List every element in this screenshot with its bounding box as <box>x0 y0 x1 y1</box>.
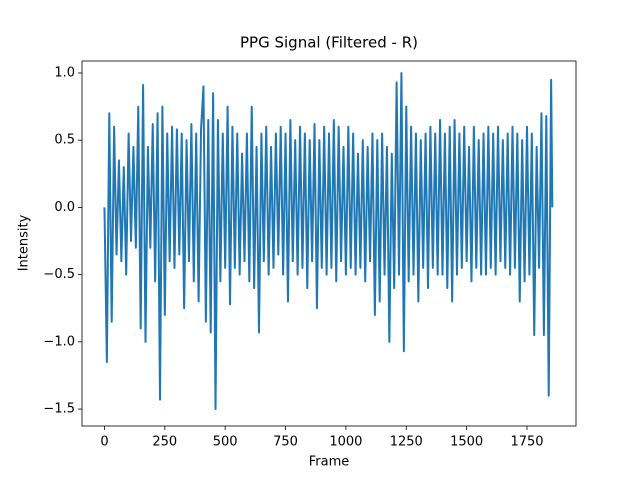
x-tick-label: 0 <box>100 435 108 450</box>
plot-frame <box>81 60 577 427</box>
x-tick-label: 500 <box>213 435 238 450</box>
signal-line <box>103 71 554 411</box>
x-tick-label: 1750 <box>510 435 543 450</box>
x-tick-label: 250 <box>152 435 177 450</box>
chart-title: PPG Signal (Filtered - R) <box>240 34 418 52</box>
y-tick-label: 0.5 <box>54 133 75 148</box>
y-tick-label: 1.0 <box>54 65 75 80</box>
y-tick-label: −1.5 <box>43 402 75 417</box>
y-tick-label: 0.0 <box>54 200 75 215</box>
y-axis-label: Intensity <box>17 214 32 271</box>
x-tick-label: 1500 <box>450 435 483 450</box>
x-tick-label: 750 <box>273 435 298 450</box>
y-tick-label: −0.5 <box>43 267 75 282</box>
y-tick-label: −1.0 <box>43 334 75 349</box>
x-tick-label: 1250 <box>390 435 423 450</box>
x-tick-label: 1000 <box>329 435 362 450</box>
x-axis-label: Frame <box>309 455 350 470</box>
